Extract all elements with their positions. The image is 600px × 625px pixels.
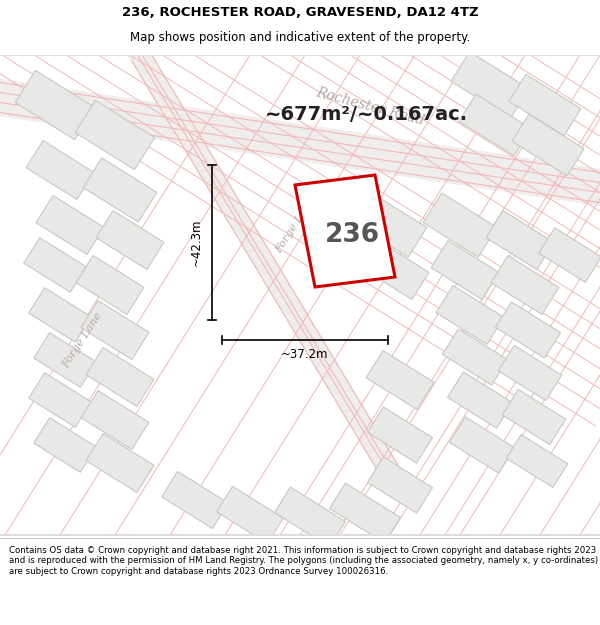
Polygon shape (539, 228, 600, 282)
Polygon shape (36, 196, 104, 254)
Polygon shape (436, 286, 504, 344)
Polygon shape (367, 407, 433, 463)
Polygon shape (83, 158, 157, 222)
Polygon shape (423, 193, 497, 257)
Text: Contains OS data © Crown copyright and database right 2021. This information is : Contains OS data © Crown copyright and d… (9, 546, 598, 576)
Polygon shape (29, 372, 91, 428)
Polygon shape (431, 241, 499, 299)
Polygon shape (442, 329, 508, 385)
Polygon shape (366, 351, 434, 409)
Polygon shape (512, 114, 584, 176)
Polygon shape (486, 211, 554, 269)
Text: ~42.3m: ~42.3m (190, 219, 203, 266)
Polygon shape (75, 101, 155, 169)
Polygon shape (217, 486, 283, 544)
Polygon shape (361, 241, 429, 299)
Text: Rochester Road: Rochester Road (314, 86, 426, 128)
Polygon shape (295, 175, 395, 287)
Polygon shape (34, 332, 96, 388)
Polygon shape (26, 141, 94, 199)
Polygon shape (459, 94, 531, 156)
Polygon shape (451, 52, 529, 118)
Polygon shape (502, 389, 566, 444)
Polygon shape (509, 74, 581, 136)
Polygon shape (161, 471, 229, 529)
Polygon shape (24, 238, 86, 292)
Polygon shape (86, 434, 154, 492)
Polygon shape (29, 288, 91, 342)
Polygon shape (491, 256, 559, 314)
Polygon shape (274, 487, 346, 547)
Polygon shape (34, 418, 96, 472)
Text: ~37.2m: ~37.2m (281, 348, 329, 361)
Polygon shape (506, 434, 568, 488)
Polygon shape (96, 211, 164, 269)
Polygon shape (76, 256, 144, 314)
Polygon shape (81, 301, 149, 359)
Text: 236: 236 (325, 222, 380, 248)
Polygon shape (353, 193, 427, 257)
Polygon shape (15, 71, 95, 139)
Text: 236, ROCHESTER ROAD, GRAVESEND, DA12 4TZ: 236, ROCHESTER ROAD, GRAVESEND, DA12 4TZ (122, 6, 478, 19)
Polygon shape (499, 346, 562, 401)
Text: Map shows position and indicative extent of the property.: Map shows position and indicative extent… (130, 31, 470, 44)
Polygon shape (0, 72, 600, 213)
Polygon shape (329, 483, 401, 543)
Text: Forge Lane: Forge Lane (274, 196, 317, 254)
Polygon shape (496, 302, 560, 358)
Polygon shape (367, 457, 433, 513)
Polygon shape (81, 391, 149, 449)
Polygon shape (86, 348, 154, 406)
Text: Forge Lane: Forge Lane (61, 311, 104, 369)
Polygon shape (448, 372, 512, 428)
Polygon shape (449, 417, 515, 473)
Polygon shape (128, 55, 407, 480)
Text: ~677m²/~0.167ac.: ~677m²/~0.167ac. (265, 106, 468, 124)
